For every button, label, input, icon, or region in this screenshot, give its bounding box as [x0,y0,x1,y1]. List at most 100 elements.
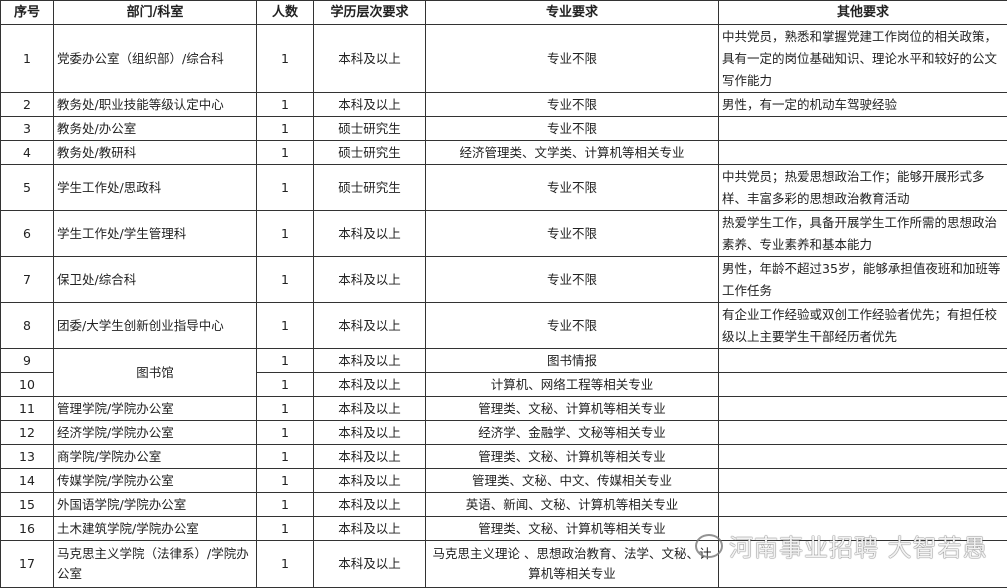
other-cell: 中共党员；热爱思想政治工作；能够开展形式多样、丰富多彩的思想政治教育活动 [719,165,1007,211]
count-cell: 1 [257,141,314,165]
other-cell [719,397,1007,421]
edu-cell: 本科及以上 [314,445,426,469]
count-cell: 1 [257,493,314,517]
edu-cell: 硕士研究生 [314,141,426,165]
major-cell: 管理类、文秘、计算机等相关专业 [426,517,719,541]
row-number: 17 [1,541,54,588]
edu-cell: 本科及以上 [314,373,426,397]
row-number: 8 [1,303,54,349]
major-cell: 经济管理类、文学类、计算机等相关专业 [426,141,719,165]
count-cell: 1 [257,93,314,117]
other-cell [719,493,1007,517]
edu-cell: 本科及以上 [314,493,426,517]
dept-cell: 保卫处/综合科 [54,257,257,303]
row-number: 16 [1,517,54,541]
major-cell: 马克思主义理论 、思想政治教育、法学、文秘、计算机等相关专业 [426,541,719,588]
count-cell: 1 [257,445,314,469]
header-no: 序号 [1,1,54,25]
header-dept: 部门/科室 [54,1,257,25]
other-cell: 热爱学生工作，具备开展学生工作所需的思想政治素养、专业素养和基本能力 [719,211,1007,257]
edu-cell: 本科及以上 [314,541,426,588]
dept-cell: 商学院/学院办公室 [54,445,257,469]
row-number: 15 [1,493,54,517]
dept-cell: 教务处/办公室 [54,117,257,141]
watermark: 河南事业招聘 大智若愚 [695,528,988,563]
dept-cell: 教务处/职业技能等级认定中心 [54,93,257,117]
other-cell [719,349,1007,373]
dept-cell: 学生工作处/学生管理科 [54,211,257,257]
major-cell: 计算机、网络工程等相关专业 [426,373,719,397]
major-cell: 专业不限 [426,25,719,93]
dept-cell: 经济学院/学院办公室 [54,421,257,445]
other-cell [719,373,1007,397]
edu-cell: 本科及以上 [314,25,426,93]
edu-cell: 硕士研究生 [314,165,426,211]
count-cell: 1 [257,421,314,445]
major-cell: 专业不限 [426,117,719,141]
header-major: 专业要求 [426,1,719,25]
row-number: 9 [1,349,54,373]
major-cell: 管理类、文秘、计算机等相关专业 [426,445,719,469]
dept-cell: 党委办公室（组织部）/综合科 [54,25,257,93]
other-cell [719,445,1007,469]
count-cell: 1 [257,541,314,588]
count-cell: 1 [257,373,314,397]
major-cell: 英语、新闻、文秘、计算机等相关专业 [426,493,719,517]
edu-cell: 本科及以上 [314,303,426,349]
dept-cell: 教务处/教研科 [54,141,257,165]
row-number: 4 [1,141,54,165]
edu-cell: 本科及以上 [314,421,426,445]
dept-cell: 学生工作处/思政科 [54,165,257,211]
count-cell: 1 [257,117,314,141]
other-cell: 有企业工作经验或双创工作经验者优先；有担任校级以上主要学生干部经历者优先 [719,303,1007,349]
count-cell: 1 [257,349,314,373]
watermark-text: 河南事业招聘 大智若愚 [729,528,988,563]
other-cell [719,421,1007,445]
major-cell: 专业不限 [426,303,719,349]
wechat-icon [695,534,723,558]
edu-cell: 本科及以上 [314,257,426,303]
count-cell: 1 [257,469,314,493]
row-number: 14 [1,469,54,493]
header-other: 其他要求 [719,1,1007,25]
other-cell [719,117,1007,141]
row-number: 5 [1,165,54,211]
row-number: 3 [1,117,54,141]
edu-cell: 本科及以上 [314,469,426,493]
other-cell [719,141,1007,165]
count-cell: 1 [257,397,314,421]
row-number: 7 [1,257,54,303]
row-number: 13 [1,445,54,469]
edu-cell: 本科及以上 [314,349,426,373]
row-number: 2 [1,93,54,117]
edu-cell: 本科及以上 [314,211,426,257]
other-cell: 男性，年龄不超过35岁，能够承担值夜班和加班等工作任务 [719,257,1007,303]
dept-cell: 图书馆 [54,349,257,397]
count-cell: 1 [257,211,314,257]
count-cell: 1 [257,257,314,303]
dept-cell: 外国语学院/学院办公室 [54,493,257,517]
dept-cell: 管理学院/学院办公室 [54,397,257,421]
major-cell: 专业不限 [426,211,719,257]
dept-cell: 马克思主义学院（法律系）/学院办公室 [54,541,257,588]
header-edu: 学历层次要求 [314,1,426,25]
major-cell: 专业不限 [426,93,719,117]
major-cell: 经济学、金融学、文秘等相关专业 [426,421,719,445]
edu-cell: 硕士研究生 [314,117,426,141]
major-cell: 图书情报 [426,349,719,373]
row-number: 1 [1,25,54,93]
other-cell [719,469,1007,493]
dept-cell: 团委/大学生创新创业指导中心 [54,303,257,349]
